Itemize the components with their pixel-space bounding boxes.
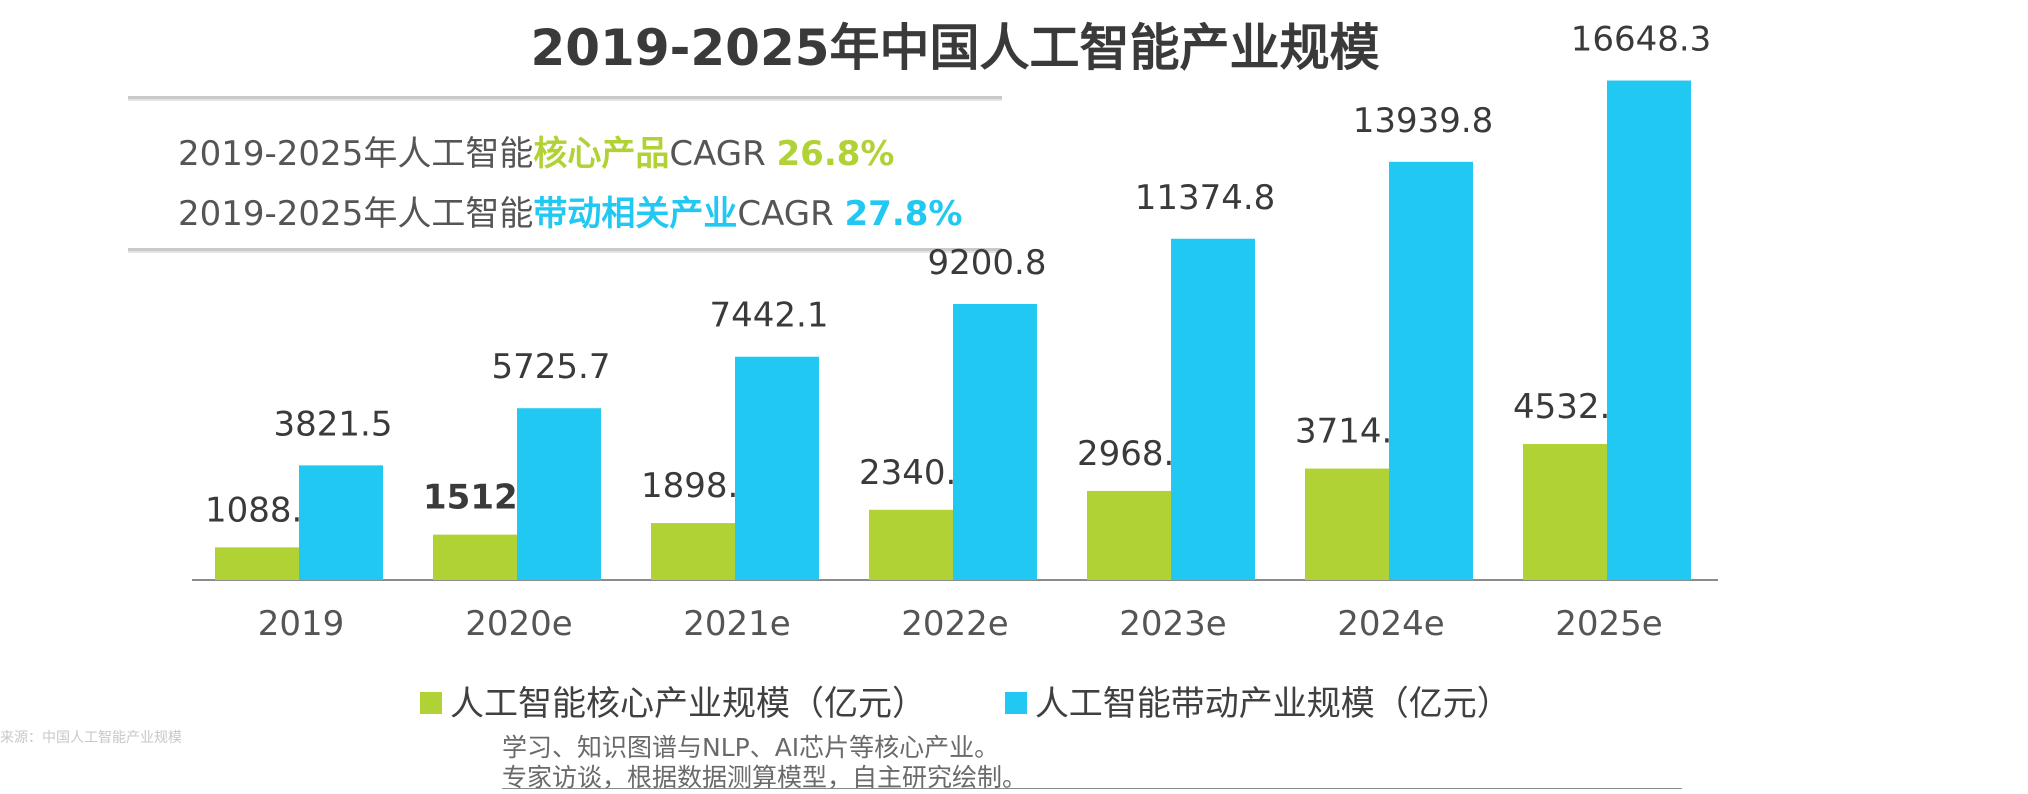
cagr-core-highlight: 核心产品	[533, 134, 670, 174]
bar-related-2021e	[735, 356, 819, 580]
bar-related-2020e	[517, 408, 601, 580]
legend-swatch-core	[420, 691, 442, 714]
legend-item-related: 人工智能带动产业规模（亿元）	[1004, 676, 1511, 725]
x-tick-label-2023e: 2023e	[1119, 604, 1226, 644]
note-line-2: 专家访谈，根据数据测算模型，自主研究绘制。	[502, 763, 1028, 792]
x-tick-label-2021e: 2021e	[683, 604, 790, 644]
cagr-bottom-rule	[128, 248, 1002, 253]
bar-core-2022e	[869, 509, 953, 580]
data-label-related-2022e: 9200.8	[928, 243, 1047, 283]
cagr-related-highlight: 带动相关产业	[533, 194, 738, 234]
x-tick-label-2019: 2019	[258, 604, 345, 644]
legend-swatch-related	[1004, 691, 1027, 714]
cagr-top-rule	[128, 96, 1002, 101]
bar-core-2019	[215, 547, 299, 580]
bar-core-2024e	[1305, 468, 1389, 580]
bar-core-2021e	[651, 523, 735, 580]
bar-core-2025e	[1523, 444, 1607, 580]
bar-related-2022e	[953, 303, 1037, 580]
x-tick-label-2022e: 2022e	[901, 604, 1008, 644]
bar-core-2023e	[1087, 490, 1171, 580]
data-label-related-2020e: 5725.7	[492, 347, 611, 387]
bar-related-2024e	[1389, 161, 1473, 580]
data-label-related-2024e: 13939.8	[1353, 101, 1494, 141]
legend-item-core: 人工智能核心产业规模（亿元）	[420, 676, 926, 725]
x-tick-label-2024e: 2024e	[1337, 604, 1444, 644]
note-line-1: 学习、知识图谱与NLP、AI芯片等核心产业。	[502, 733, 1000, 762]
bar-related-2025e	[1607, 80, 1691, 581]
legend-label-core: 人工智能核心产业规模（亿元）	[450, 684, 926, 724]
bar-related-2023e	[1171, 238, 1255, 581]
bar-related-2019	[299, 465, 383, 580]
faint-source-text: 来源：中国人工智能产业规模	[0, 730, 182, 746]
cagr-related-suffix: CAGR	[737, 194, 845, 234]
cagr-core-value: 26.8%	[776, 134, 895, 174]
cagr-related-prefix: 2019-2025年人工智能	[178, 194, 534, 234]
bar-core-2020e	[433, 534, 517, 580]
data-label-related-2019: 3821.5	[274, 404, 393, 444]
chart-legend: 人工智能核心产业规模（亿元） 人工智能带动产业规模（亿元）	[420, 676, 1579, 725]
chart-title: 2019-2025年中国人工智能产业规模	[530, 19, 1380, 77]
cagr-core-suffix: CAGR	[669, 134, 777, 174]
cagr-related-line: 2019-2025年人工智能带动相关产业CAGR 27.8%	[178, 186, 962, 235]
x-tick-label-2020e: 2020e	[465, 604, 572, 644]
note-rule	[502, 788, 1682, 789]
data-label-related-2023e: 11374.8	[1135, 178, 1276, 218]
data-label-related-2021e: 7442.1	[710, 296, 829, 336]
cagr-related-value: 27.8%	[844, 194, 963, 234]
cagr-core-line: 2019-2025年人工智能核心产品CAGR 26.8%	[178, 126, 894, 175]
cagr-summary-box: 2019-2025年人工智能核心产品CAGR 26.8% 2019-2025年人…	[128, 96, 1002, 253]
legend-label-related: 人工智能带动产业规模（亿元）	[1034, 684, 1511, 724]
cagr-core-prefix: 2019-2025年人工智能	[178, 134, 534, 174]
data-label-related-2025e: 16648.3	[1571, 20, 1712, 60]
x-tick-label-2025e: 2025e	[1555, 604, 1662, 644]
